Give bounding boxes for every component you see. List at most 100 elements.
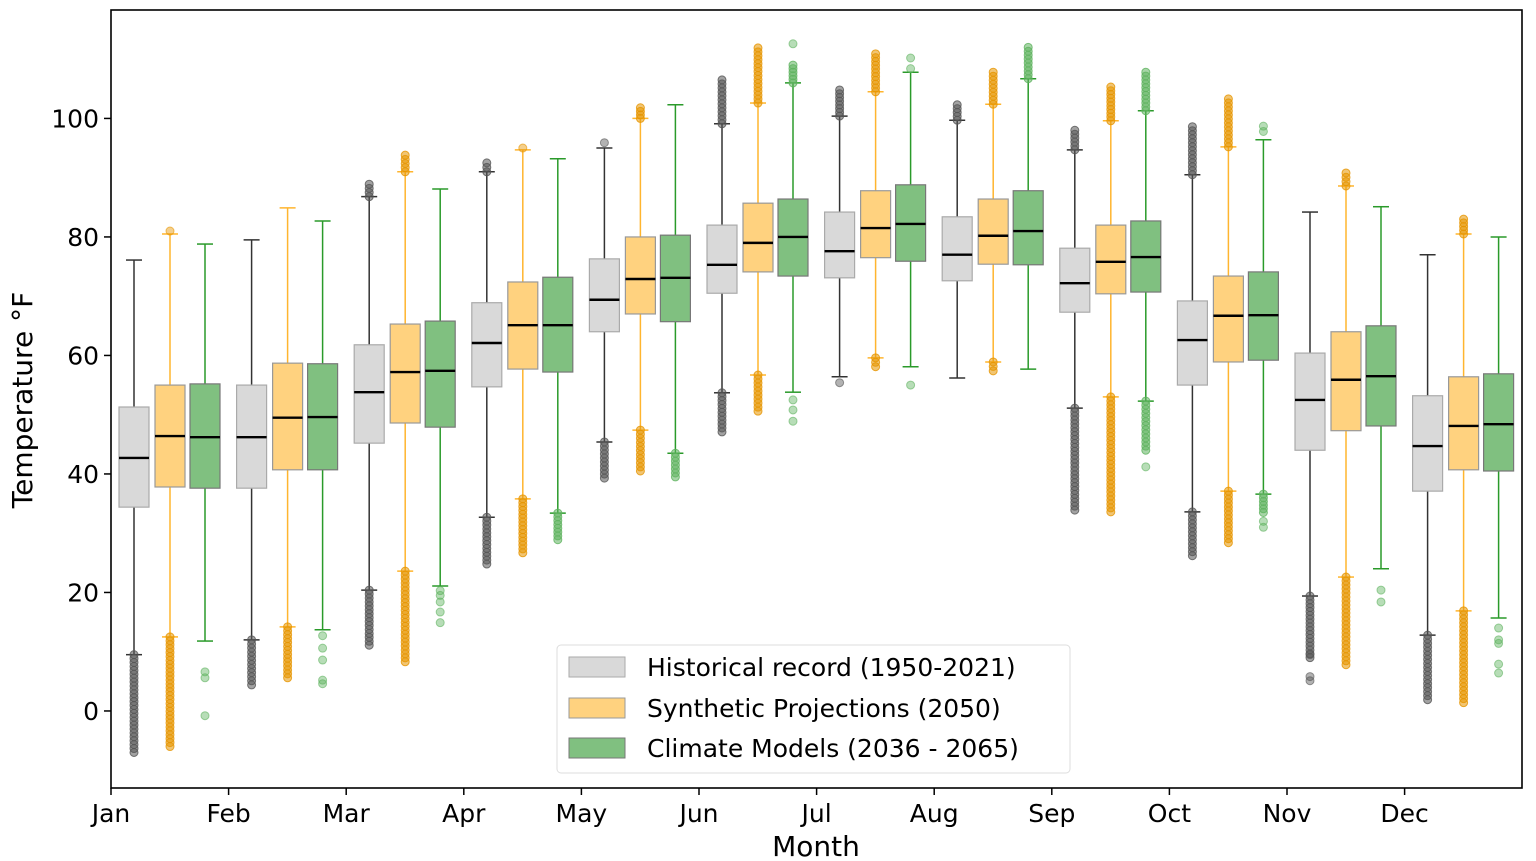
outlier-point [1459,606,1469,616]
box-nov-series-2 [1365,205,1397,607]
outlier-point [1141,67,1151,77]
outlier-point [1106,82,1116,92]
outlier-point [247,635,257,645]
x-tick-label: Aug [910,799,959,828]
outlier-point [318,643,328,653]
x-tick-label: Dec [1380,799,1428,828]
outlier-point [1376,585,1386,595]
legend-label-synthetic: Synthetic Projections (2050) [647,694,1001,723]
y-tick-label: 0 [83,697,99,726]
outlier-point [1494,638,1504,648]
box-oct-series-1 [1212,94,1245,548]
outlier-point [1305,650,1315,660]
outlier-point [1258,516,1268,526]
outlier-point [599,437,609,447]
box-jun-series-2 [777,39,809,426]
box-iqr [1411,395,1444,492]
outlier-point [200,711,210,721]
box-nov-series-0 [1294,211,1326,686]
box-iqr [859,190,892,259]
box-mar-series-1 [389,150,421,667]
outlier-point [788,416,798,426]
outlier-point [1223,94,1233,104]
outlier-point [1494,623,1504,633]
box-apr-series-2 [542,157,574,545]
box-dec-series-1 [1447,214,1480,708]
box-apr-series-0 [471,158,503,569]
outlier-point [435,590,445,600]
outlier-point [952,100,962,110]
box-iqr [389,323,421,424]
y-tick-label: 20 [67,578,99,607]
outlier-point [1258,121,1268,131]
box-iqr [1059,247,1091,313]
outlier-point [871,353,881,363]
box-iqr [1012,190,1044,266]
box-jul-series-2 [894,53,927,390]
legend: Historical record (1950-2021) Synthetic … [556,644,1071,774]
outlier-point [1187,507,1197,517]
outlier-point [1187,122,1197,132]
outlier-point [318,679,328,689]
outlier-point [482,512,492,522]
box-jul-series-1 [859,49,892,372]
box-may-series-1 [624,103,657,476]
box-may-series-0 [588,138,621,483]
x-tick-label: Jul [800,799,832,828]
outlier-point [482,158,492,168]
outlier-point [165,632,175,642]
outlier-point [364,585,374,595]
box-may-series-2 [659,104,692,482]
box-dec-series-0 [1411,253,1444,705]
box-aug-series-0 [941,100,973,379]
box-iqr [1095,224,1127,295]
box-oct-series-2 [1247,121,1280,532]
box-iqr [424,320,456,428]
y-axis: 0 20 40 60 80 100 [51,104,111,726]
outlier-point [717,75,727,85]
outlier-point [988,357,998,367]
outlier-point [788,395,798,405]
box-oct-series-0 [1176,122,1209,561]
x-tick-label: Feb [206,799,250,828]
legend-swatch-synthetic [568,697,626,719]
outlier-point [318,655,328,665]
box-iqr [1176,300,1209,386]
x-tick-label: Mar [323,799,371,828]
box-mar-series-0 [353,179,385,650]
x-axis-label: Month [772,830,860,861]
box-iqr [1212,275,1245,363]
outlier-point [364,179,374,189]
box-feb-series-1 [272,207,304,683]
x-axis: Jan Feb Mar Apr May Jun Jul Aug Sep Oct Nov Dec [90,788,1429,828]
outlier-point [518,143,528,153]
box-sep-series-1 [1095,82,1127,517]
outlier-point [400,150,410,160]
x-tick-label: Nov [1263,799,1312,828]
outlier-point [1023,42,1033,52]
outlier-point [1223,486,1233,496]
outlier-point [435,597,445,607]
x-tick-label: Sep [1028,799,1075,828]
outlier-point [1141,396,1151,406]
outlier-point [1141,462,1151,472]
x-tick-label: Oct [1148,799,1191,828]
box-iqr [977,198,1009,265]
box-apr-series-1 [507,143,539,558]
box-iqr [823,211,856,279]
box-jul-series-0 [823,85,856,388]
x-tick-label: May [556,799,608,828]
y-axis-label: Temperature °F [6,292,39,509]
outlier-point [788,39,798,49]
outlier-point [1070,125,1080,135]
plot-marks [118,39,1515,757]
box-iqr [471,302,503,388]
box-iqr [706,224,738,294]
outlier-point [670,448,680,458]
box-aug-series-2 [1012,42,1044,370]
box-iqr [742,202,774,273]
outlier-point [635,103,645,113]
box-iqr [353,344,385,444]
box-iqr [1330,331,1362,432]
